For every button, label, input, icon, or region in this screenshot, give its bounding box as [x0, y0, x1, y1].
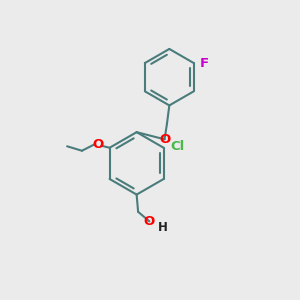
Text: F: F: [200, 57, 209, 70]
Text: Cl: Cl: [170, 140, 184, 153]
Text: O: O: [93, 138, 104, 151]
Text: O: O: [159, 133, 170, 146]
Text: O: O: [144, 215, 155, 228]
Text: H: H: [158, 221, 168, 234]
